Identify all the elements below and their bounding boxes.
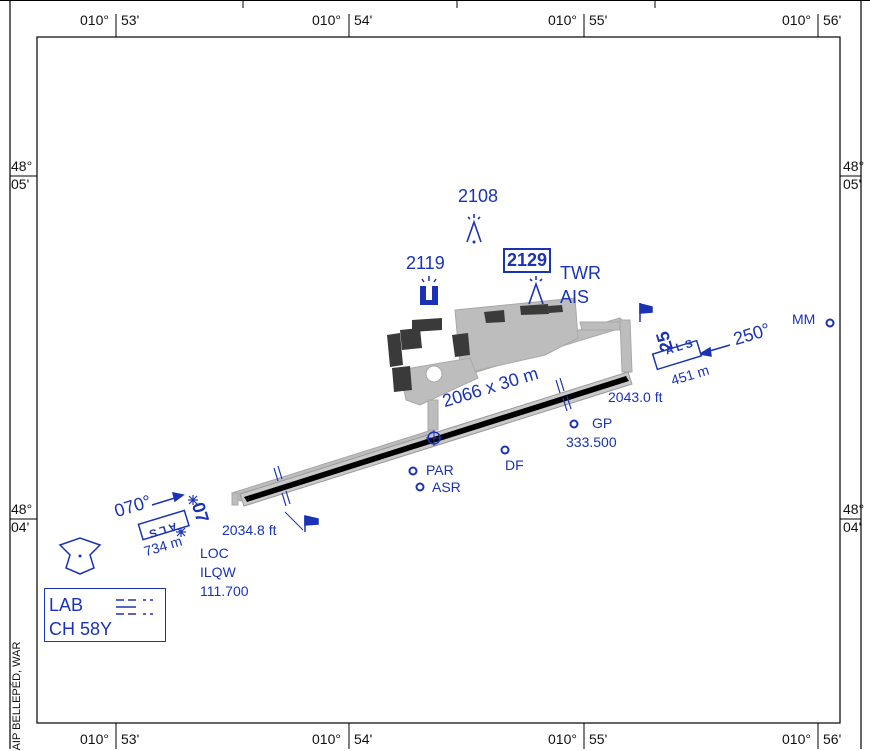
lon-label: 54' <box>354 731 373 747</box>
obstacle-elev: 2108 <box>458 186 499 206</box>
lat-label: 48° <box>11 501 33 517</box>
legend-lab: LAB <box>49 595 84 615</box>
lon-label: 55' <box>589 12 608 28</box>
lon-label: 010° <box>80 12 109 28</box>
lon-label: 54' <box>354 12 373 28</box>
ais-label: AIS <box>560 287 590 307</box>
twr-label: TWR <box>560 263 601 283</box>
lat-label: 04' <box>843 519 862 535</box>
lon-label: 55' <box>589 731 608 747</box>
lat-label: 48° <box>843 501 865 517</box>
lat-label: 05' <box>11 176 30 192</box>
lon-label: 53' <box>121 731 140 747</box>
lon-label: 010° <box>548 12 577 28</box>
lon-label: 53' <box>121 12 140 28</box>
legend-channel: CH 58Y <box>49 619 113 639</box>
obstacle-elev-max: 2129 <box>503 248 552 273</box>
runway-25-elevation: 2043.0 ft <box>608 389 663 405</box>
lab-legend-box: LAB CH 58Y <box>44 588 166 642</box>
asr-label: ASR <box>432 479 461 495</box>
side-note: AIP BELLEPÉD, WAR <box>11 641 23 751</box>
lon-label: 010° <box>782 731 811 747</box>
gp-frequency: 333.500 <box>566 434 617 450</box>
lon-label: 56' <box>823 731 842 747</box>
lon-label: 010° <box>548 731 577 747</box>
lat-label: 48° <box>843 158 865 174</box>
lat-label: 04' <box>11 519 30 535</box>
lon-label: 010° <box>80 731 109 747</box>
par-label: PAR <box>426 462 454 478</box>
lon-label: 010° <box>782 12 811 28</box>
gp-label: GP <box>592 415 613 431</box>
mm-label: MM <box>792 311 816 327</box>
loc-label: LOC <box>200 545 229 561</box>
lat-label: 48° <box>11 158 33 174</box>
runway-07-elevation: 2034.8 ft <box>222 522 277 538</box>
loc-ident: ILQW <box>200 564 236 580</box>
df-label: DF <box>505 457 524 473</box>
lon-label: 010° <box>312 731 341 747</box>
lon-label: 56' <box>823 12 842 28</box>
obstacle-elev: 2119 <box>406 253 445 273</box>
lat-label: 05' <box>843 176 862 192</box>
lon-label: 010° <box>312 12 341 28</box>
loc-frequency: 111.700 <box>200 583 249 599</box>
